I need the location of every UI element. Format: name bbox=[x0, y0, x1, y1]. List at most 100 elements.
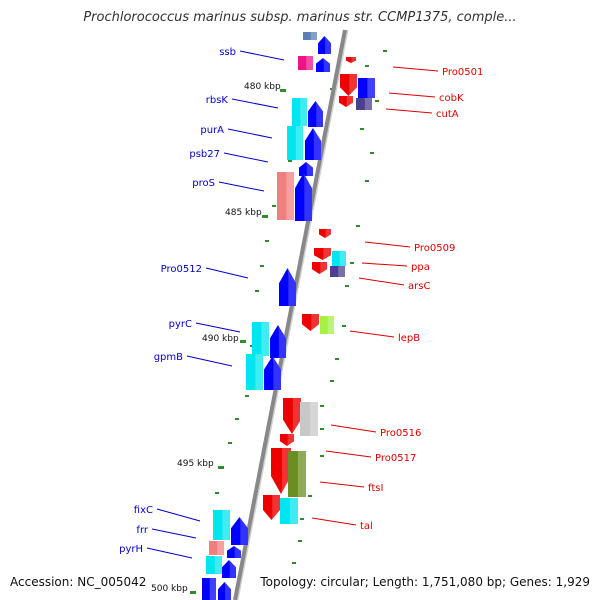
gene-feature[interactable] bbox=[339, 96, 353, 107]
gene-feature[interactable] bbox=[332, 251, 346, 266]
scale-label: 490 kbp bbox=[202, 334, 239, 344]
label-leader-line bbox=[227, 128, 273, 139]
accession-label: Accession: NC_005042 bbox=[10, 575, 147, 589]
gene-feature[interactable] bbox=[287, 126, 303, 160]
gene-label-pro0517[interactable]: Pro0517 bbox=[375, 453, 416, 464]
gene-feature[interactable] bbox=[283, 398, 301, 434]
guide-mark bbox=[215, 492, 219, 494]
gene-feature[interactable] bbox=[305, 128, 321, 160]
gene-feature[interactable] bbox=[340, 74, 357, 96]
gene-feature[interactable] bbox=[279, 268, 296, 306]
gene-label-ftsi[interactable]: ftsI bbox=[368, 483, 383, 494]
gene-label-pyrc[interactable]: pyrC bbox=[169, 319, 192, 330]
guide-mark bbox=[365, 180, 369, 182]
label-leader-line bbox=[388, 92, 436, 98]
gene-label-frr[interactable]: frr bbox=[136, 525, 148, 536]
gene-feature[interactable] bbox=[302, 314, 319, 331]
page-title: Prochlorococcus marinus subsp. marinus s… bbox=[83, 10, 517, 25]
label-leader-line bbox=[361, 262, 408, 267]
gene-label-gpmb[interactable]: gpmB bbox=[154, 352, 183, 363]
gene-feature[interactable] bbox=[222, 560, 236, 578]
gene-feature[interactable] bbox=[308, 101, 323, 127]
gene-feature[interactable] bbox=[263, 495, 280, 520]
gene-feature[interactable] bbox=[218, 582, 231, 600]
gene-feature[interactable] bbox=[316, 58, 330, 72]
guide-mark bbox=[255, 290, 259, 292]
gene-label-pro0512[interactable]: Pro0512 bbox=[161, 264, 202, 275]
gene-label-arsc[interactable]: arsC bbox=[408, 281, 430, 292]
gene-label-pro0509[interactable]: Pro0509 bbox=[414, 243, 455, 254]
gene-feature[interactable] bbox=[346, 57, 356, 63]
guide-mark bbox=[260, 265, 264, 267]
gene-label-tal[interactable]: tal bbox=[360, 521, 373, 532]
gene-feature[interactable] bbox=[277, 172, 294, 220]
gene-feature[interactable] bbox=[312, 262, 327, 274]
gene-feature[interactable] bbox=[288, 451, 306, 497]
gene-feature[interactable] bbox=[303, 32, 317, 40]
gene-label-pyrh[interactable]: pyrH bbox=[119, 544, 143, 555]
gene-feature[interactable] bbox=[300, 402, 318, 436]
label-leader-line bbox=[156, 508, 201, 522]
gene-feature[interactable] bbox=[270, 325, 286, 358]
gene-label-psb27[interactable]: psb27 bbox=[189, 149, 220, 160]
label-leader-line bbox=[319, 481, 365, 488]
guide-mark bbox=[365, 65, 369, 67]
gene-feature[interactable] bbox=[227, 546, 241, 558]
gene-label-pro0516[interactable]: Pro0516 bbox=[380, 428, 421, 439]
gene-feature[interactable] bbox=[246, 354, 263, 390]
gene-label-pro0501[interactable]: Pro0501 bbox=[442, 67, 483, 78]
scale-tick bbox=[190, 591, 196, 594]
guide-mark bbox=[330, 380, 334, 382]
label-leader-line bbox=[195, 322, 241, 333]
gene-feature[interactable] bbox=[314, 248, 331, 260]
gene-feature[interactable] bbox=[213, 510, 230, 540]
label-leader-line bbox=[231, 98, 279, 109]
gene-feature[interactable] bbox=[319, 229, 331, 238]
guide-mark bbox=[308, 495, 312, 497]
gene-label-cobk[interactable]: cobK bbox=[439, 93, 464, 104]
gene-feature[interactable] bbox=[264, 356, 281, 390]
label-leader-line bbox=[349, 330, 395, 338]
guide-mark bbox=[272, 205, 276, 207]
guide-mark bbox=[335, 358, 339, 360]
gene-label-cuta[interactable]: cutA bbox=[436, 109, 459, 120]
gene-label-fixc[interactable]: fixC bbox=[134, 505, 153, 516]
guide-mark bbox=[298, 540, 302, 542]
gene-feature[interactable] bbox=[295, 173, 312, 221]
gene-feature[interactable] bbox=[298, 56, 313, 70]
gene-label-rbsk[interactable]: rbsK bbox=[206, 95, 229, 106]
gene-label-pros[interactable]: proS bbox=[192, 178, 215, 189]
guide-mark bbox=[235, 418, 239, 420]
label-leader-line bbox=[325, 450, 372, 458]
guide-mark bbox=[360, 128, 364, 130]
guide-mark bbox=[356, 225, 360, 227]
gene-feature[interactable] bbox=[330, 266, 345, 277]
gene-feature[interactable] bbox=[320, 316, 334, 334]
gene-feature[interactable] bbox=[252, 322, 269, 356]
scale-label: 495 kbp bbox=[177, 459, 214, 469]
gene-feature[interactable] bbox=[318, 36, 331, 54]
gene-feature[interactable] bbox=[280, 434, 294, 446]
label-leader-line bbox=[364, 241, 411, 248]
gene-label-ppa[interactable]: ppa bbox=[411, 262, 430, 273]
gene-feature[interactable] bbox=[358, 78, 375, 98]
label-leader-line bbox=[330, 424, 377, 433]
gene-feature[interactable] bbox=[231, 517, 248, 545]
scale-label: 480 kbp bbox=[244, 82, 281, 92]
gene-label-pura[interactable]: purA bbox=[200, 125, 224, 136]
gene-feature[interactable] bbox=[356, 98, 372, 110]
gene-feature[interactable] bbox=[206, 556, 222, 574]
gene-label-ssb[interactable]: ssb bbox=[219, 47, 236, 58]
label-leader-line bbox=[392, 66, 439, 72]
gene-feature[interactable] bbox=[299, 162, 313, 176]
label-leader-line bbox=[146, 547, 193, 559]
scale-label: 485 kbp bbox=[225, 208, 262, 218]
guide-mark bbox=[320, 405, 324, 407]
gene-feature[interactable] bbox=[292, 98, 307, 126]
scale-tick bbox=[280, 89, 286, 92]
guide-mark bbox=[350, 262, 354, 264]
gene-feature[interactable] bbox=[209, 541, 224, 555]
gene-label-lepb[interactable]: lepB bbox=[398, 333, 420, 344]
gene-feature[interactable] bbox=[202, 578, 216, 600]
gene-feature[interactable] bbox=[280, 498, 298, 524]
